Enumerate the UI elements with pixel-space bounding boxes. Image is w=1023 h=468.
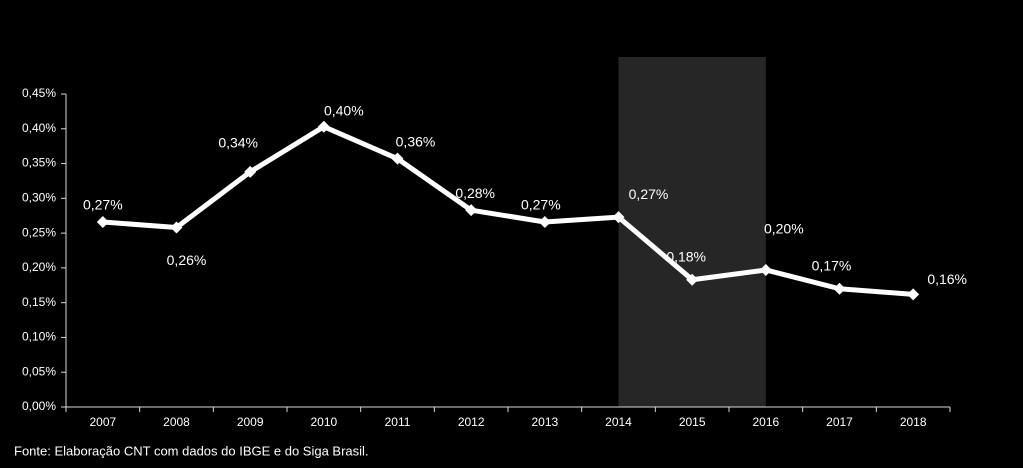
data-point (391, 152, 404, 165)
data-point (170, 221, 183, 234)
data-label: 0,34% (218, 135, 258, 151)
data-point (612, 211, 625, 224)
x-tick-label: 2007 (89, 415, 116, 429)
y-tick-label: 0,15% (22, 295, 56, 309)
data-label: 0,36% (396, 133, 436, 149)
data-point (538, 215, 551, 228)
data-point (833, 282, 846, 295)
data-label: 0,27% (629, 186, 669, 202)
x-tick-label: 2015 (679, 415, 706, 429)
data-point (317, 120, 330, 133)
y-tick-label: 0,45% (22, 86, 56, 100)
data-label: 0,20% (764, 221, 804, 237)
data-label: 0,17% (812, 257, 852, 273)
data-label: 0,26% (167, 252, 207, 268)
y-tick-label: 0,25% (22, 225, 56, 239)
data-point (686, 273, 699, 286)
x-tick-label: 2013 (531, 415, 558, 429)
x-tick-label: 2012 (458, 415, 485, 429)
x-tick-label: 2014 (605, 415, 632, 429)
y-tick-label: 0,10% (22, 330, 56, 344)
x-tick-label: 2016 (752, 415, 779, 429)
x-tick-label: 2009 (237, 415, 264, 429)
data-point (907, 288, 920, 301)
data-line (102, 124, 914, 297)
y-tick-label: 0,00% (22, 399, 56, 413)
data-label: 0,27% (521, 197, 561, 213)
y-tick-label: 0,30% (22, 191, 56, 205)
data-label: 0,27% (83, 197, 123, 213)
x-tick-label: 2018 (900, 415, 927, 429)
y-tick-label: 0,40% (22, 121, 56, 135)
y-tick-label: 0,20% (22, 260, 56, 274)
data-label: 0,16% (927, 271, 967, 287)
source-note: Fonte: Elaboração CNT com dados do IBGE … (14, 443, 369, 458)
x-tick-label: 2011 (385, 415, 411, 429)
x-tick-label: 2010 (310, 415, 337, 429)
data-label: 0,18% (666, 248, 706, 264)
data-label: 0,28% (455, 185, 495, 201)
data-point (96, 215, 109, 228)
data-label: 0,40% (324, 102, 364, 118)
data-point (759, 263, 772, 276)
y-tick-label: 0,35% (22, 156, 56, 170)
data-point (244, 165, 257, 178)
y-tick-label: 0,05% (22, 364, 56, 378)
data-point (465, 204, 478, 217)
x-tick-label: 2017 (826, 415, 853, 429)
x-tick-label: 2008 (163, 415, 190, 429)
highlight-band (618, 57, 766, 407)
